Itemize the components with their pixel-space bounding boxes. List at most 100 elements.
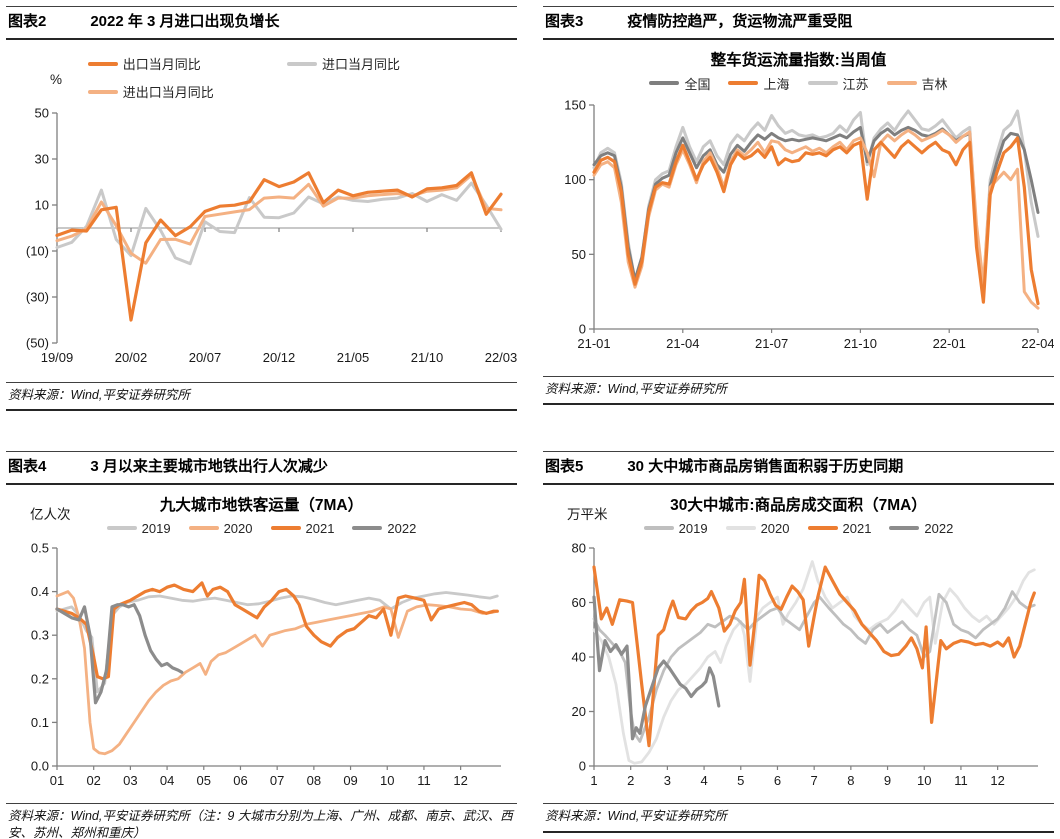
legend-item-total-trade-yoy: 进出口当月同比 bbox=[87, 82, 287, 101]
legend-swatch-icon bbox=[352, 526, 383, 531]
svg-text:09: 09 bbox=[343, 773, 357, 788]
line-chart-trade-yoy: 50 30 10 (10) (30) (50)19/09 20/02 20/07 20/12 21… bbox=[25, 106, 516, 366]
figure-tag: 图表5 bbox=[545, 458, 584, 476]
y-axis-unit-label: 亿人次 bbox=[30, 507, 71, 523]
chart-legend: 2019 2020 2021 2022 bbox=[6, 517, 517, 536]
legend-item-jiangsu: 江苏 bbox=[807, 74, 869, 93]
svg-text:10: 10 bbox=[34, 198, 48, 213]
svg-text:(10): (10) bbox=[25, 244, 48, 259]
svg-text:3: 3 bbox=[663, 773, 670, 788]
panel-chart3: 图表3 疫情防控趋严，货运物流严重受阻 整车货运流量指数:当周值 全国 上海 江苏 吉林… bbox=[543, 6, 1054, 411]
panel-header: 图表5 30 大中城市商品房销售面积弱于历史同期 bbox=[543, 451, 1054, 486]
source-note: 资料来源：Wind,平安证券研究所 bbox=[543, 376, 1054, 406]
svg-text:100: 100 bbox=[564, 172, 586, 187]
svg-text:40: 40 bbox=[571, 649, 585, 664]
svg-text:21-01: 21-01 bbox=[577, 336, 610, 351]
svg-text:02: 02 bbox=[86, 773, 100, 788]
chart-area: 整车货运流量指数:当周值 全国 上海 江苏 吉林 0 50 100 150 21-01 21-0… bbox=[543, 48, 1054, 376]
y-axis-unit-label: % bbox=[50, 72, 63, 87]
chart-area: 亿人次 九大城市地铁客运量（7MA） 2019 2020 2021 2022 0.0 0… bbox=[6, 493, 517, 803]
legend-item-jilin: 吉林 bbox=[886, 74, 948, 93]
legend-item-national: 全国 bbox=[649, 74, 710, 93]
legend-item-y2019: 2019 bbox=[643, 520, 708, 536]
chart-title: 30大中城市:商品房成交面积（7MA） bbox=[670, 497, 927, 515]
legend-swatch-icon bbox=[886, 81, 917, 85]
figure-title: 30 大中城市商品房销售面积弱于历史同期 bbox=[627, 458, 904, 476]
chart-title: 九大城市地铁客运量（7MA） bbox=[159, 497, 364, 515]
svg-text:8: 8 bbox=[847, 773, 854, 788]
svg-text:06: 06 bbox=[233, 773, 247, 788]
svg-text:50: 50 bbox=[571, 246, 585, 261]
svg-text:20/02: 20/02 bbox=[114, 350, 147, 365]
line-chart-freight-index: 0 50 100 150 21-01 21-04 21-07 21-10 22-01 22-04 bbox=[564, 97, 1054, 351]
svg-text:20: 20 bbox=[571, 704, 585, 719]
legend-label: 2020 bbox=[223, 520, 253, 536]
legend-swatch-icon bbox=[889, 526, 920, 531]
panel-chart4: 图表4 3 月以来主要城市地铁出行人次减少 亿人次 九大城市地铁客运量（7MA） … bbox=[6, 451, 517, 839]
legend-label: 2019 bbox=[678, 520, 708, 536]
chart-area: % 出口当月同比 进口当月同比 进出口当月同比 50 30 10 (10) (30) (50)… bbox=[6, 54, 517, 382]
legend-label: 2022 bbox=[387, 520, 417, 536]
svg-text:20/07: 20/07 bbox=[188, 350, 221, 365]
svg-text:12: 12 bbox=[990, 773, 1004, 788]
legend-item-y2022: 2022 bbox=[889, 521, 953, 536]
svg-text:1: 1 bbox=[590, 773, 597, 788]
svg-text:03: 03 bbox=[123, 773, 137, 788]
figure-tag: 图表3 bbox=[545, 13, 584, 30]
panel-chart2: 图表2 2022 年 3 月进口出现负增长 % 出口当月同比 进口当月同比 进出口当月… bbox=[6, 6, 517, 412]
legend-item-y2022: 2022 bbox=[352, 521, 416, 536]
svg-text:80: 80 bbox=[571, 540, 585, 555]
svg-text:04: 04 bbox=[159, 773, 173, 788]
svg-text:5: 5 bbox=[737, 773, 744, 788]
legend-item-y2020: 2020 bbox=[725, 521, 790, 536]
svg-text:22-01: 22-01 bbox=[932, 336, 965, 351]
svg-text:19/09: 19/09 bbox=[40, 350, 73, 365]
svg-text:60: 60 bbox=[571, 595, 585, 610]
svg-text:10: 10 bbox=[380, 773, 394, 788]
svg-text:4: 4 bbox=[700, 773, 707, 788]
panel-header: 图表4 3 月以来主要城市地铁出行人次减少 bbox=[6, 451, 517, 486]
svg-text:0.0: 0.0 bbox=[30, 758, 48, 773]
chart-legend: 全国 上海 江苏 吉林 bbox=[543, 72, 1054, 93]
charts-row-top: 图表2 2022 年 3 月进口出现负增长 % 出口当月同比 进口当月同比 进出口当月… bbox=[6, 6, 1054, 412]
svg-text:0.2: 0.2 bbox=[30, 671, 48, 686]
svg-text:11: 11 bbox=[954, 773, 968, 788]
source-note: 资料来源：Wind,平安证券研究所 bbox=[543, 803, 1054, 833]
chart-legend: 2019 2020 2021 2022 bbox=[543, 517, 1054, 536]
legend-label: 2021 bbox=[305, 520, 335, 536]
svg-text:07: 07 bbox=[269, 773, 283, 788]
legend-item-y2020: 2020 bbox=[188, 520, 253, 536]
svg-text:12: 12 bbox=[453, 773, 467, 788]
svg-text:10: 10 bbox=[917, 773, 931, 788]
svg-text:20/12: 20/12 bbox=[262, 350, 295, 365]
legend-label: 上海 bbox=[763, 76, 790, 92]
svg-text:50: 50 bbox=[34, 106, 48, 121]
figure-title: 疫情防控趋严，货运物流严重受阻 bbox=[627, 13, 853, 30]
legend-swatch-icon bbox=[725, 526, 756, 531]
legend-item-y2021: 2021 bbox=[270, 520, 335, 536]
figure-tag: 图表2 bbox=[8, 13, 47, 30]
legend-swatch-icon bbox=[287, 61, 318, 66]
legend-label: 进口当月同比 bbox=[322, 57, 401, 72]
svg-text:11: 11 bbox=[417, 773, 431, 788]
source-note: 资料来源：Wind,平安证券研究所 bbox=[6, 382, 517, 412]
legend-swatch-icon bbox=[270, 526, 301, 531]
svg-text:7: 7 bbox=[810, 773, 817, 788]
svg-text:22-04: 22-04 bbox=[1021, 336, 1054, 351]
legend-swatch-icon bbox=[807, 526, 838, 531]
svg-text:0: 0 bbox=[578, 758, 585, 773]
svg-text:21/05: 21/05 bbox=[336, 350, 369, 365]
figure-tag: 图表4 bbox=[8, 458, 47, 476]
legend-item-y2021: 2021 bbox=[807, 521, 871, 536]
legend-item-shanghai: 上海 bbox=[728, 74, 790, 93]
svg-text:0.4: 0.4 bbox=[30, 584, 48, 599]
legend-label: 2019 bbox=[141, 520, 171, 536]
svg-text:2: 2 bbox=[627, 773, 634, 788]
legend-label: 江苏 bbox=[842, 76, 869, 92]
legend-label: 进出口当月同比 bbox=[122, 85, 214, 100]
svg-text:6: 6 bbox=[773, 773, 780, 788]
svg-text:150: 150 bbox=[564, 97, 586, 112]
svg-text:0.3: 0.3 bbox=[30, 627, 48, 642]
